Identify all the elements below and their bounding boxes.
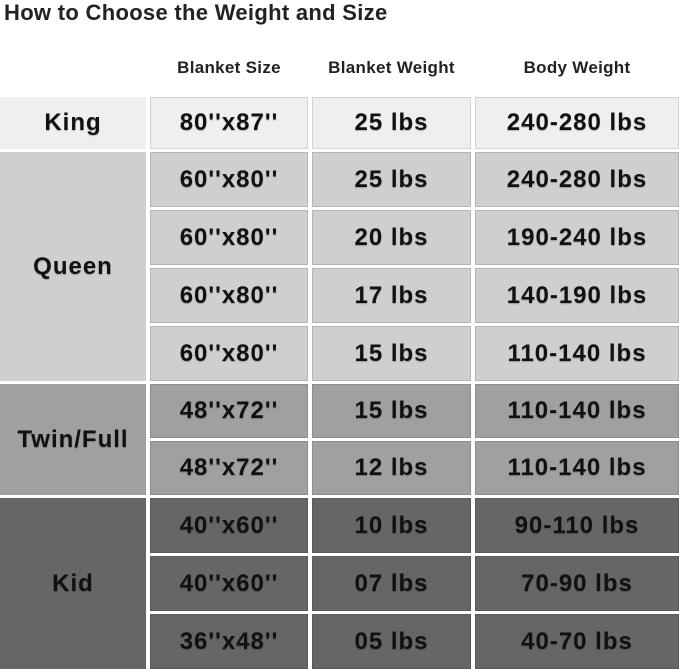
page-title: How to Choose the Weight and Size <box>4 0 388 25</box>
blanket-weight-cell: 17 lbs <box>312 268 471 323</box>
blanket-size-cell: 80''x87'' <box>150 97 308 149</box>
blanket-size-cell: 36''x48'' <box>150 614 308 669</box>
body-weight-cell: 90-110 lbs <box>475 498 679 553</box>
body-weight-cell: 140-190 lbs <box>475 268 679 323</box>
blanket-weight-cell: 07 lbs <box>312 556 471 611</box>
blanket-size-cell: 48''x72'' <box>150 384 308 438</box>
blanket-weight-cell: 20 lbs <box>312 210 471 265</box>
body-weight-cell: 190-240 lbs <box>475 210 679 265</box>
body-weight-cell: 40-70 lbs <box>475 614 679 669</box>
group-label-queen: Queen <box>0 152 146 381</box>
blanket-weight-cell: 10 lbs <box>312 498 471 553</box>
group-label-twin-full: Twin/Full <box>0 384 146 495</box>
group-label-king: King <box>0 97 146 149</box>
blanket-size-cell: 40''x60'' <box>150 556 308 611</box>
body-weight-cell: 70-90 lbs <box>475 556 679 611</box>
body-weight-cell: 240-280 lbs <box>475 152 679 207</box>
body-weight-cell: 110-140 lbs <box>475 384 679 438</box>
blanket-size-cell: 48''x72'' <box>150 441 308 495</box>
group-label-kid: Kid <box>0 498 146 669</box>
header-blanket-weight: Blanket Weight <box>328 58 455 77</box>
header-body-weight: Body Weight <box>523 58 631 77</box>
blanket-size-cell: 60''x80'' <box>150 210 308 265</box>
blanket-weight-cell: 25 lbs <box>312 97 471 149</box>
size-table: King 80''x87'' 25 lbs 240-280 lbs Queen 60''x… <box>0 97 679 669</box>
body-weight-cell: 110-140 lbs <box>475 326 679 381</box>
blanket-size-cell: 60''x80'' <box>150 152 308 207</box>
blanket-weight-cell: 12 lbs <box>312 441 471 495</box>
blanket-weight-cell: 15 lbs <box>312 384 471 438</box>
body-weight-cell: 110-140 lbs <box>475 441 679 495</box>
blanket-size-cell: 40''x60'' <box>150 498 308 553</box>
blanket-size-cell: 60''x80'' <box>150 268 308 323</box>
blanket-weight-cell: 15 lbs <box>312 326 471 381</box>
body-weight-cell: 240-280 lbs <box>475 97 679 149</box>
blanket-weight-cell: 05 lbs <box>312 614 471 669</box>
blanket-size-cell: 60''x80'' <box>150 326 308 381</box>
header-blanket-size: Blanket Size <box>177 58 281 77</box>
blanket-weight-cell: 25 lbs <box>312 152 471 207</box>
